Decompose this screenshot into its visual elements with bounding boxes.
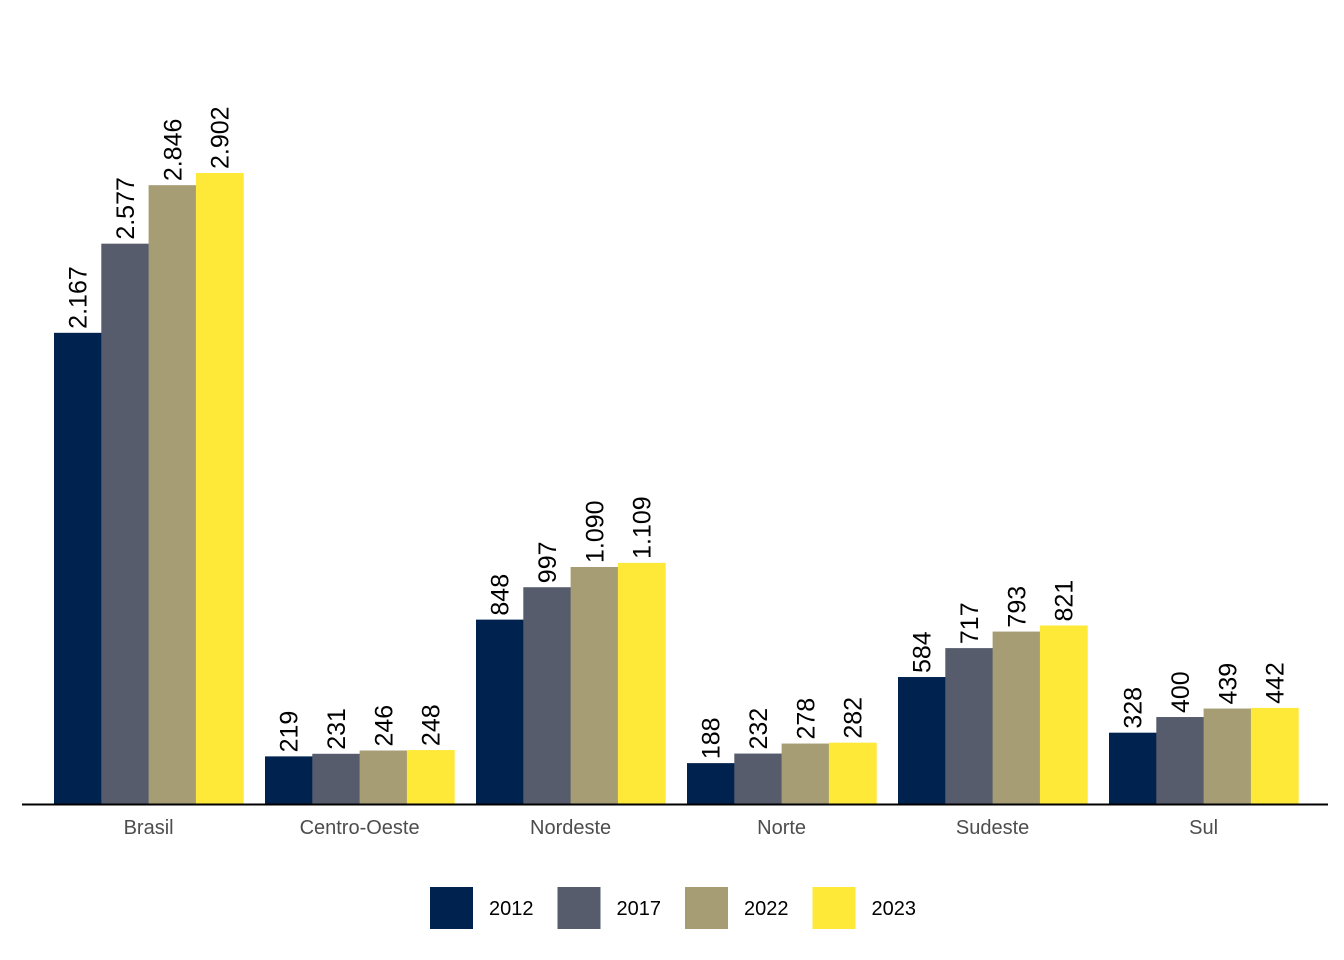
bar-centro-oeste-2023 xyxy=(406,750,455,804)
x-tick-label: Nordeste xyxy=(530,817,611,839)
data-label: 584 xyxy=(909,631,937,673)
bar-centro-oeste-2017 xyxy=(312,753,361,804)
data-label: 246 xyxy=(370,705,398,747)
data-label: 232 xyxy=(745,708,773,750)
bar-sul-2022 xyxy=(1203,708,1252,804)
legend-label: 2017 xyxy=(617,898,662,920)
legend-swatch-2012 xyxy=(430,887,473,929)
legend-swatch-2022 xyxy=(685,887,728,929)
bar-sul-2012 xyxy=(1109,732,1157,804)
bar-nordeste-2022 xyxy=(570,566,619,804)
data-label: 997 xyxy=(534,541,562,583)
x-tick-label: Brasil xyxy=(124,817,174,839)
bar-norte-2017 xyxy=(734,753,783,804)
bar-brasil-2012 xyxy=(54,332,102,804)
data-label: 2.846 xyxy=(159,119,187,182)
bar-norte-2023 xyxy=(828,742,877,804)
data-labels-layer: 2.167 2.577 2.846 2.902 219 231 246 248 848 997 1.… xyxy=(65,106,1290,759)
bar-centro-oeste-2012 xyxy=(265,756,313,804)
data-label: 282 xyxy=(840,697,868,739)
data-label: 442 xyxy=(1262,662,1290,704)
data-label: 2.577 xyxy=(112,177,140,240)
data-label: 1.109 xyxy=(629,496,657,559)
data-label: 848 xyxy=(487,574,515,616)
legend: 2012 2017 2022 2023 xyxy=(430,887,916,929)
bars-layer xyxy=(54,173,1299,805)
data-label: 248 xyxy=(418,704,446,746)
bar-norte-2012 xyxy=(687,763,735,804)
data-label: 231 xyxy=(323,708,351,750)
data-label: 278 xyxy=(792,698,820,740)
x-tick-label: Sul xyxy=(1189,817,1218,839)
bar-brasil-2022 xyxy=(148,185,197,804)
data-label: 2.902 xyxy=(207,106,235,169)
bar-norte-2022 xyxy=(781,743,830,804)
data-label: 219 xyxy=(276,711,304,753)
data-label: 2.167 xyxy=(65,266,93,329)
bar-sul-2017 xyxy=(1156,717,1205,804)
bar-nordeste-2017 xyxy=(523,587,572,804)
legend-label: 2012 xyxy=(489,898,534,920)
data-label: 439 xyxy=(1214,663,1242,705)
x-tick-labels: Brasil Centro-Oeste Nordeste Norte Sudeste Su… xyxy=(124,817,1218,839)
x-tick-label: Centro-Oeste xyxy=(300,817,420,839)
data-label: 328 xyxy=(1120,687,1148,729)
bar-nordeste-2023 xyxy=(617,562,666,804)
x-tick-label: Sudeste xyxy=(956,817,1029,839)
legend-swatch-2023 xyxy=(812,887,856,929)
bar-nordeste-2012 xyxy=(476,619,524,804)
data-label: 188 xyxy=(698,717,726,759)
bar-centro-oeste-2022 xyxy=(359,750,408,804)
bar-brasil-2017 xyxy=(101,243,150,805)
data-label: 793 xyxy=(1003,586,1031,628)
data-label: 821 xyxy=(1051,580,1079,622)
legend-label: 2023 xyxy=(872,898,917,920)
bar-sudeste-2012 xyxy=(898,677,946,804)
legend-swatch-2017 xyxy=(557,887,601,929)
data-label: 717 xyxy=(956,602,984,644)
bar-sudeste-2023 xyxy=(1039,625,1088,804)
legend-label: 2022 xyxy=(744,898,789,920)
data-label: 400 xyxy=(1167,671,1195,713)
x-tick-label: Norte xyxy=(757,817,806,839)
bar-sul-2023 xyxy=(1250,707,1299,804)
bar-sudeste-2017 xyxy=(945,648,994,804)
data-label: 1.090 xyxy=(581,500,609,563)
bar-sudeste-2022 xyxy=(992,631,1041,804)
bar-brasil-2023 xyxy=(195,173,244,804)
